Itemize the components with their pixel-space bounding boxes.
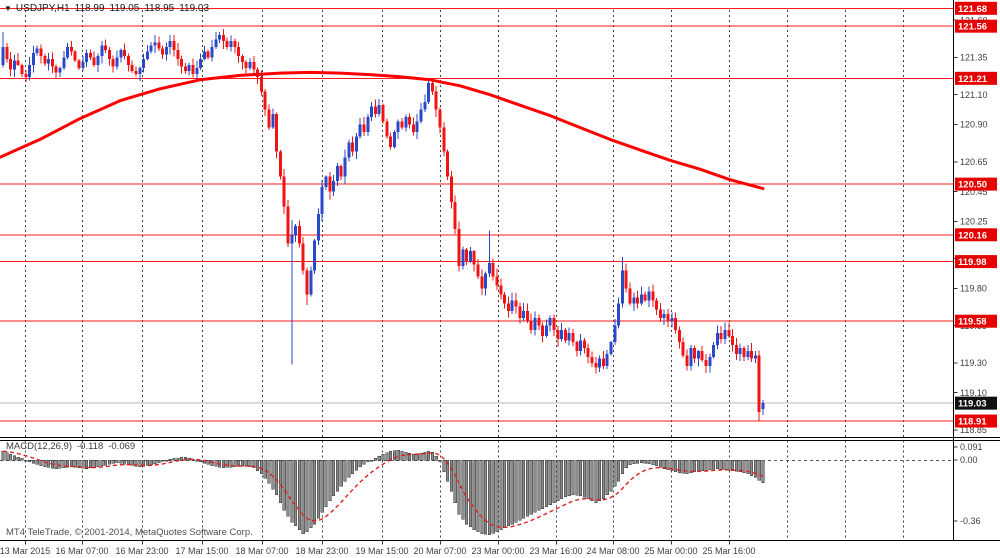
macd-value: -0.118 [77,441,104,452]
time-axis-label: 24 Mar 08:00 [586,546,639,556]
price-axis-label: 119.80 [960,284,987,294]
price-level-badge: 121.21 [958,74,988,85]
chart-dropdown-icon[interactable]: ▼ [4,4,12,13]
price-level-badges: 121.68 121.56 121.21 120.50 120.16 119.98 119.… [955,1,997,428]
price-axis-label: 120.25 [960,217,988,227]
price-level-badge: 121.56 [958,22,987,33]
macd-indicator-label: MACD(12,26,9) -0.118 -0.069 [6,441,140,452]
copyright-text: MT4 TeleTrade, © 2001-2014, MetaQuotes S… [6,527,253,538]
time-axis-labels: 13 Mar 2015 16 Mar 07:00 16 Mar 23:00 17 Ma… [0,540,756,556]
chart-title: ▼ USDJPY,H1 118.99 119.05 118.95 119.03 [4,3,214,14]
time-axis-label: 16 Mar 07:00 [55,546,108,556]
price-axis-labels: 121.60121.35121.10120.90120.65120.45120.… [953,15,988,526]
macd-signal-value: -0.069 [108,441,136,452]
time-axis-label: 23 Mar 00:00 [471,546,524,556]
price-level-badge: 119.58 [958,317,987,328]
price-axis-label: 120.45 [960,187,988,197]
price-axis-label: 120.65 [960,157,988,167]
macd-axis-label: 0.091 [960,442,983,452]
ohlc-open: 118.99 [74,3,105,14]
time-axis-label: 17 Mar 15:00 [175,546,228,556]
price-level-badge: 119.98 [958,257,987,268]
time-axis-label: 20 Mar 07:00 [413,546,466,556]
panel-borders [0,0,1000,541]
symbol-period-label: USDJPY,H1 [15,3,70,14]
price-level-badge: 120.16 [958,230,987,241]
price-level-badge: 121.68 [958,4,987,15]
price-axis-label: 121.35 [960,53,988,63]
time-axis-label: 16 Mar 23:00 [115,546,168,556]
time-axis-label: 13 Mar 2015 [0,546,50,556]
support-resistance-lines [0,7,954,422]
macd-signal-line [2,450,764,529]
price-axis-label: 119.10 [960,388,987,398]
price-axis-label: 121.10 [960,90,988,100]
time-axis-label: 25 Mar 16:00 [702,546,755,556]
time-axis-label: 25 Mar 00:00 [644,546,697,556]
price-level-badge: 120.50 [958,180,987,191]
price-level-badge: 118.91 [958,417,987,428]
macd-axis-label: 0.00 [960,455,978,465]
price-level-badge: 119.03 [958,399,987,410]
price-axis-label: 119.30 [960,358,987,368]
price-axis-label: 118.85 [960,425,987,435]
macd-name: MACD(12,26,9) [6,441,72,452]
time-axis-label: 18 Mar 07:00 [235,546,288,556]
time-axis-label: 23 Mar 16:00 [529,546,582,556]
ohlc-close: 119.03 [179,3,210,14]
ohlc-low: 118.95 [144,3,175,14]
price-axis-label: 120.90 [960,120,988,130]
macd-histogram [1,450,765,535]
candles-layer [1,29,765,422]
time-axis-label: 19 Mar 15:00 [355,546,408,556]
time-axis-label: 18 Mar 23:00 [295,546,348,556]
macd-axis-label: -0.36 [960,516,981,526]
moving-average-line [0,70,765,191]
ohlc-high: 119.05 [109,3,140,14]
